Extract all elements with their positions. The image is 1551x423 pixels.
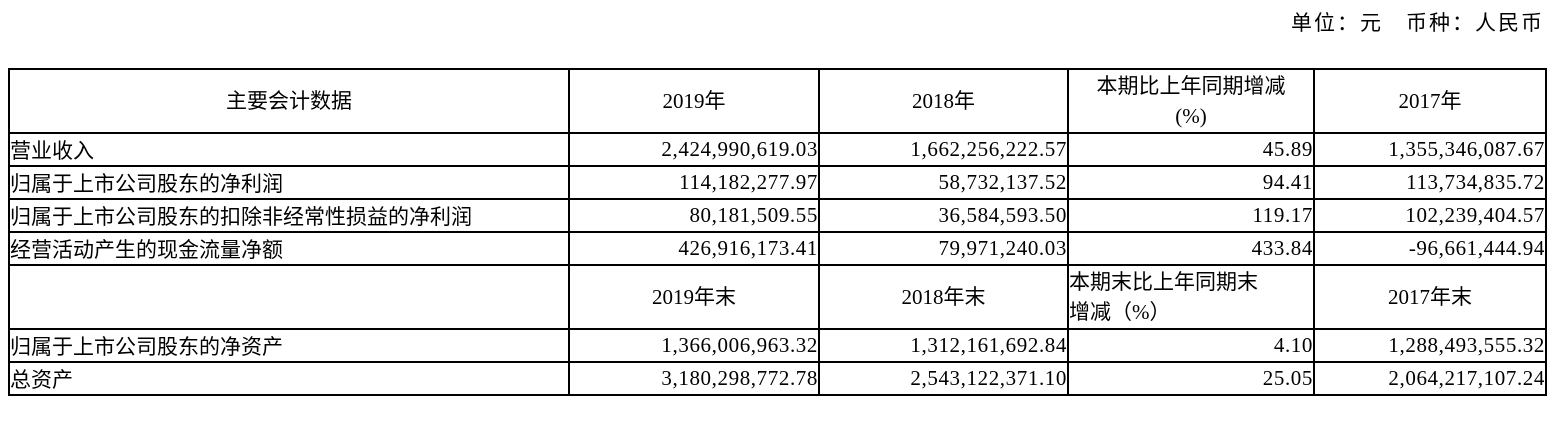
value-2017: 1,355,346,087.67 [1313, 132, 1547, 167]
value-change-pct: 25.05 [1067, 361, 1315, 396]
value-2019: 3,180,298,772.78 [568, 361, 820, 396]
header-end-2017: 2017年末 [1313, 264, 1547, 330]
table-row-net-assets: 归属于上市公司股东的净资产 1,366,006,963.32 1,312,161… [8, 328, 1547, 363]
row-label: 归属于上市公司股东的扣除非经常性损益的净利润 [8, 198, 570, 233]
table-row-operating-cash-flow: 经营活动产生的现金流量净额 426,916,173.41 79,971,240.… [8, 231, 1547, 266]
row-label: 营业收入 [8, 132, 570, 167]
value-2017: 2,064,217,107.24 [1313, 361, 1547, 396]
header-end-2018: 2018年末 [818, 264, 1069, 330]
value-change-pct: 119.17 [1067, 198, 1315, 233]
header-yoy-change-line1: 本期比上年同期增减 [1096, 73, 1286, 98]
row-label: 归属于上市公司股东的净资产 [8, 328, 570, 363]
value-2018: 79,971,240.03 [818, 231, 1069, 266]
value-2019: 426,916,173.41 [568, 231, 820, 266]
header-empty-cell [8, 264, 570, 330]
table-row-net-profit: 归属于上市公司股东的净利润 114,182,277.97 58,732,137.… [8, 165, 1547, 200]
header-end-2019: 2019年末 [568, 264, 820, 330]
value-2018: 2,543,122,371.10 [818, 361, 1069, 396]
row-label: 经营活动产生的现金流量净额 [8, 231, 570, 266]
value-change-pct: 433.84 [1067, 231, 1315, 266]
table-row-net-profit-excl-nonrecurring: 归属于上市公司股东的扣除非经常性损益的净利润 80,181,509.55 36,… [8, 198, 1547, 233]
value-2018: 1,312,161,692.84 [818, 328, 1069, 363]
value-change-pct: 94.41 [1067, 165, 1315, 200]
value-2018: 1,662,256,222.57 [818, 132, 1069, 167]
value-2018: 58,732,137.52 [818, 165, 1069, 200]
header-year-2019: 2019年 [568, 68, 820, 134]
value-2019: 2,424,990,619.03 [568, 132, 820, 167]
value-2019: 114,182,277.97 [568, 165, 820, 200]
value-2017: -96,661,444.94 [1313, 231, 1547, 266]
header-yoy-change-pct: 本期比上年同期增减 (%) [1067, 68, 1315, 134]
header-main-accounting-data: 主要会计数据 [8, 68, 570, 134]
header-year-2017: 2017年 [1313, 68, 1547, 134]
header-year-2018: 2018年 [818, 68, 1069, 134]
table-row-total-assets: 总资产 3,180,298,772.78 2,543,122,371.10 25… [8, 361, 1547, 396]
row-label: 归属于上市公司股东的净利润 [8, 165, 570, 200]
end-of-period-header-row: 2019年末 2018年末 本期末比上年同期末 增减（%） 2017年末 [8, 264, 1547, 330]
value-2017: 1,288,493,555.32 [1313, 328, 1547, 363]
table-row-operating-revenue: 营业收入 2,424,990,619.03 1,662,256,222.57 4… [8, 132, 1547, 167]
header-eop-change-line1: 本期末比上年同期末 [1069, 269, 1258, 294]
value-2017: 102,239,404.57 [1313, 198, 1547, 233]
value-2017: 113,734,835.72 [1313, 165, 1547, 200]
unit-currency-note: 单位：元 币种：人民币 [1291, 11, 1544, 35]
value-2018: 36,584,593.50 [818, 198, 1069, 233]
value-2019: 80,181,509.55 [568, 198, 820, 233]
header-yoy-change-line2: (%) [1175, 104, 1207, 128]
value-change-pct: 45.89 [1067, 132, 1315, 167]
header-eop-change-pct: 本期末比上年同期末 增减（%） [1067, 264, 1315, 330]
key-accounting-data-table: 主要会计数据 2019年 2018年 本期比上年同期增减 (%) 2017年 营… [8, 68, 1547, 396]
value-change-pct: 4.10 [1067, 328, 1315, 363]
annual-header-row: 主要会计数据 2019年 2018年 本期比上年同期增减 (%) 2017年 [8, 68, 1547, 134]
header-eop-change-line2: 增减（%） [1069, 300, 1171, 324]
value-2019: 1,366,006,963.32 [568, 328, 820, 363]
row-label: 总资产 [8, 361, 570, 396]
